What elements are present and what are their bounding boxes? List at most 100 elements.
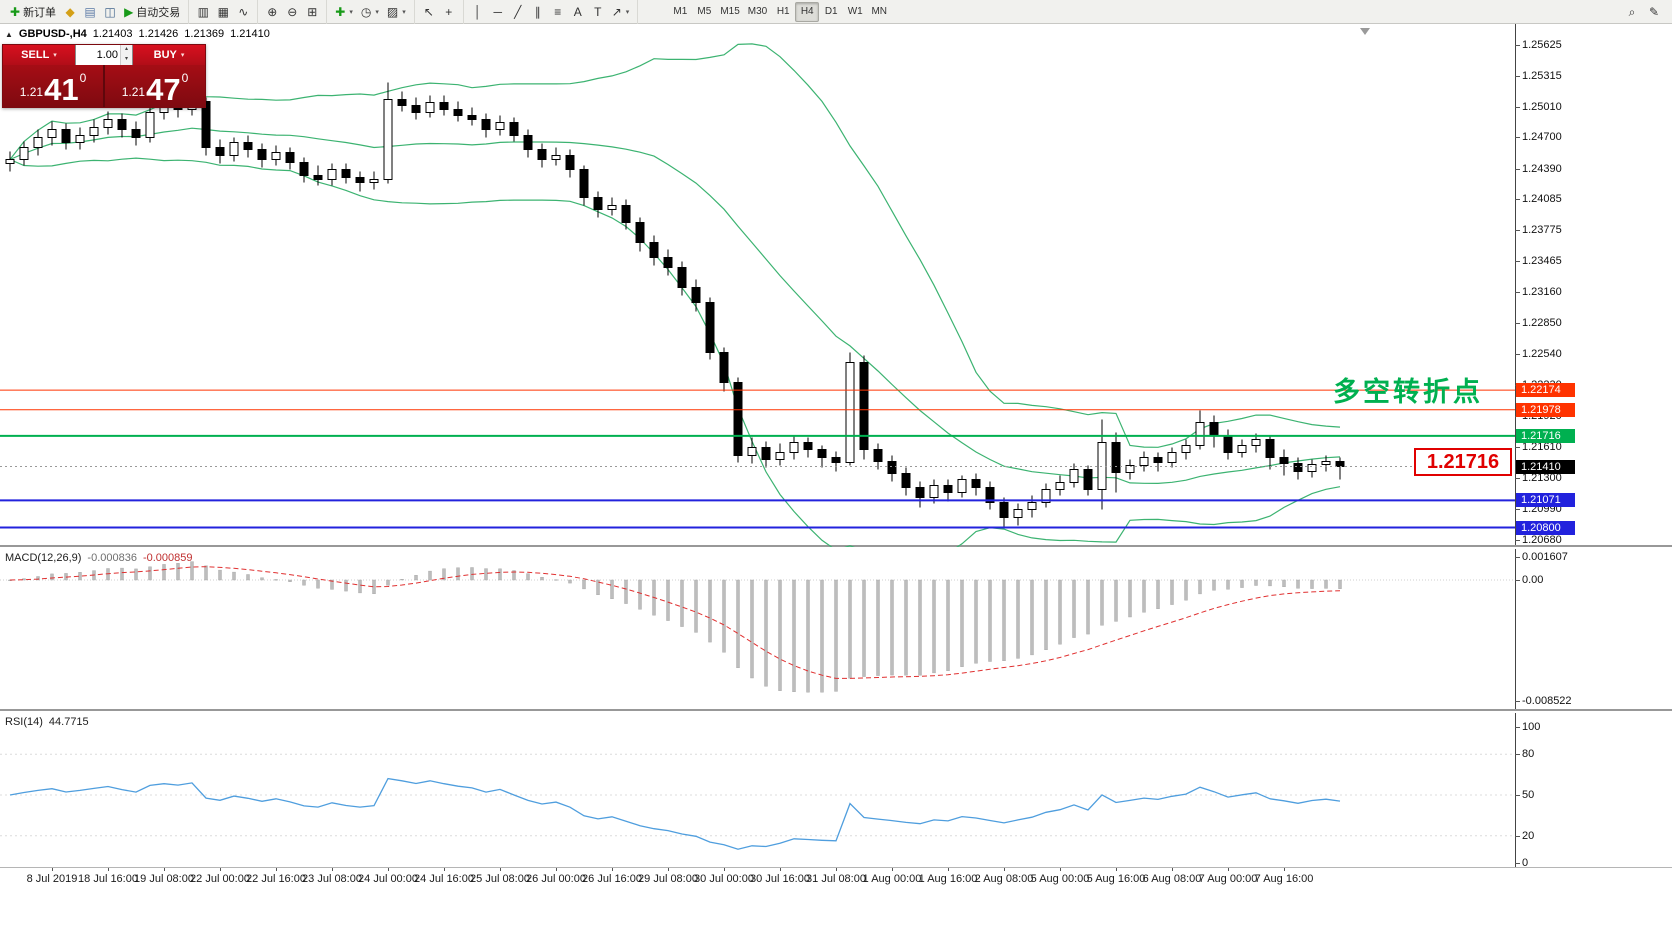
time-tick <box>164 868 165 871</box>
rsi-scale[interactable]: 100 80 50 20 0 <box>1514 713 1672 869</box>
search-button[interactable]: ⌕ <box>1622 2 1642 22</box>
timeframe-h4-button[interactable]: H4 <box>795 1 820 22</box>
timeframe-d1-button[interactable]: D1 <box>819 2 843 22</box>
time-axis-label: 5 Aug 00:00 <box>1030 873 1090 885</box>
buy-price-big: 47 <box>146 72 181 107</box>
indicators-button[interactable]: ✚ ▾ <box>331 2 357 22</box>
sell-button[interactable]: SELL ▾ <box>3 45 75 65</box>
timeframe-m30-button[interactable]: M30 <box>744 2 771 22</box>
time-tick <box>612 868 613 871</box>
macd-plot[interactable] <box>0 549 1516 711</box>
periods-button[interactable]: ◷ ▾ <box>357 2 383 22</box>
price-tick: 1.23160 <box>1515 286 1562 298</box>
price-tick: 1.22540 <box>1515 348 1562 360</box>
price-tick: 1.23465 <box>1515 255 1562 267</box>
trendline-icon: ╱ <box>514 4 522 19</box>
price-tick: 1.25315 <box>1515 70 1562 82</box>
text-label-tool-button[interactable]: T <box>588 2 608 22</box>
timeframe-h1-button[interactable]: H1 <box>771 2 795 22</box>
price-line-label: 1.20800 <box>1516 521 1575 535</box>
time-axis[interactable]: 8 Jul 2019 18 Jul 16:00 19 Jul 08:00 22 Jul… <box>0 868 1672 890</box>
crosshair-tool-button[interactable]: + <box>439 2 459 22</box>
navigator-button[interactable]: ◫ <box>100 2 120 22</box>
profiles-button[interactable]: ◆ <box>60 2 80 22</box>
volume-down-icon[interactable]: ▾ <box>121 55 132 65</box>
macd-scale[interactable]: 0.001607 0.00 -0.008522 <box>1514 549 1672 709</box>
tile-windows-button[interactable]: ⊞ <box>302 2 322 22</box>
time-tick <box>500 868 501 871</box>
chart-ohlc-header: ▲ GBPUSD-,H4 1.21403 1.21426 1.21369 1.2… <box>5 28 270 40</box>
time-tick <box>892 868 893 871</box>
price-scale[interactable]: 1.25625 1.25315 1.25010 1.24700 1.24390 1.240… <box>1515 24 1672 546</box>
chart-line-button[interactable]: ∿ <box>233 2 253 22</box>
price-chart-panel[interactable]: ▲ GBPUSD-,H4 1.21403 1.21426 1.21369 1.2… <box>0 24 1672 547</box>
zoom-out-button[interactable]: ⊖ <box>282 2 302 22</box>
horizontal-line-tool-button[interactable]: ─ <box>488 2 508 22</box>
time-axis-label: 29 Jul 08:00 <box>638 873 698 885</box>
timeframe-m5-button[interactable]: M5 <box>692 2 716 22</box>
market-watch-icon: ▤ <box>84 4 96 19</box>
timeframe-mn-button[interactable]: MN <box>867 2 891 22</box>
time-axis-label: 2 Aug 08:00 <box>974 873 1034 885</box>
market-watch-button[interactable]: ▤ <box>80 2 100 22</box>
collapse-panel-arrow[interactable]: ▲ <box>5 29 13 39</box>
volume-up-icon[interactable]: ▴ <box>121 45 132 55</box>
sell-price-big: 41 <box>44 72 79 107</box>
time-axis-label: 22 Jul 00:00 <box>190 873 250 885</box>
text-tool-icon: A <box>573 4 582 19</box>
price-line-label: 1.21716 <box>1516 429 1575 443</box>
cursor-icon: ↖ <box>423 4 434 19</box>
ohlc-low: 1.21369 <box>184 28 225 40</box>
macd-panel[interactable]: MACD(12,26,9) -0.000836 -0.000859 0.0016… <box>0 549 1672 711</box>
zoom-in-button[interactable]: ⊕ <box>262 2 282 22</box>
trendline-tool-button[interactable]: ╱ <box>508 2 528 22</box>
time-axis-label: 31 Jul 08:00 <box>806 873 866 885</box>
price-line-label: 1.22174 <box>1516 383 1575 397</box>
arrows-tool-button[interactable]: ↗ ▾ <box>608 2 634 22</box>
dropdown-icon: ▾ <box>625 8 630 16</box>
time-tick <box>52 868 53 871</box>
fibonacci-icon: ≡ <box>554 4 562 19</box>
timeframe-w1-button[interactable]: W1 <box>843 2 867 22</box>
chart-candles-button[interactable]: ▦ <box>213 2 233 22</box>
timeframe-m1-button[interactable]: M1 <box>668 2 692 22</box>
edit-button[interactable]: ✎ <box>1644 2 1664 22</box>
time-tick <box>1004 868 1005 871</box>
dropdown-icon: ▾ <box>402 8 406 16</box>
price-callout-label[interactable]: 1.21716 <box>1414 448 1512 476</box>
time-tick <box>444 868 445 871</box>
line-chart-icon: ∿ <box>238 4 249 19</box>
new-order-button[interactable]: ✚ 新订单 <box>6 2 60 22</box>
timeframe-m15-button[interactable]: M15 <box>716 2 743 22</box>
dropdown-icon: ▾ <box>349 8 353 16</box>
channel-tool-button[interactable]: ∥ <box>528 2 548 22</box>
buy-price-button[interactable]: 1.21 47 0 <box>105 65 205 107</box>
price-tick: 1.22850 <box>1515 317 1562 329</box>
chart-shift-marker[interactable] <box>1360 28 1370 35</box>
time-tick <box>1060 868 1061 871</box>
vertical-line-tool-button[interactable]: │ <box>468 2 488 22</box>
volume-input[interactable] <box>76 45 120 65</box>
fibonacci-tool-button[interactable]: ≡ <box>548 2 568 22</box>
macd-tick: 0.00 <box>1514 574 1544 586</box>
time-axis-label: 18 Jul 16:00 <box>78 873 138 885</box>
time-tick <box>556 868 557 871</box>
sell-price-button[interactable]: 1.21 41 0 <box>3 65 103 107</box>
rsi-panel[interactable]: RSI(14) 44.7715 100 80 50 20 0 <box>0 713 1672 869</box>
chart-bars-button[interactable]: ▥ <box>193 2 213 22</box>
rsi-tick: 100 <box>1514 721 1541 733</box>
buy-button[interactable]: BUY ▾ <box>133 45 205 65</box>
zoom-in-icon: ⊕ <box>267 4 278 19</box>
price-chart-plot[interactable] <box>0 24 1516 547</box>
time-axis-label: 23 Jul 08:00 <box>302 873 362 885</box>
turning-point-annotation[interactable]: 多空转折点 <box>1333 377 1483 407</box>
time-axis-label: 24 Jul 00:00 <box>358 873 418 885</box>
time-tick <box>1172 868 1173 871</box>
templates-button[interactable]: ▨ ▾ <box>383 2 410 22</box>
time-axis-label: 30 Jul 16:00 <box>750 873 810 885</box>
rsi-plot[interactable] <box>0 713 1516 868</box>
time-axis-label: 6 Aug 08:00 <box>1142 873 1202 885</box>
text-tool-button[interactable]: A <box>568 2 588 22</box>
autotrade-button[interactable]: ▶ 自动交易 <box>120 2 184 22</box>
cursor-tool-button[interactable]: ↖ <box>419 2 439 22</box>
